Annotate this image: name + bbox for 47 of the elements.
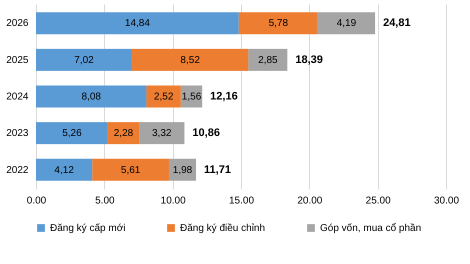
total-label: 10,86 bbox=[192, 127, 220, 140]
bar bbox=[238, 12, 318, 34]
data-label: 5,78 bbox=[268, 18, 288, 30]
data-label: 3,32 bbox=[152, 128, 172, 140]
data-label: 1,98 bbox=[172, 164, 193, 176]
total-label: 12,16 bbox=[210, 90, 238, 102]
y-tick-label: 2023 bbox=[6, 128, 29, 140]
data-label: 4,19 bbox=[336, 18, 357, 30]
y-tick-label: 2026 bbox=[6, 18, 29, 30]
x-tick-label: 25.00 bbox=[366, 196, 392, 206]
bar bbox=[36, 122, 108, 144]
data-label: 2,52 bbox=[154, 92, 174, 102]
x-tick-label: 15.00 bbox=[228, 196, 254, 206]
data-label: 5,26 bbox=[62, 128, 82, 140]
bar bbox=[36, 12, 239, 34]
data-label: 1,56 bbox=[182, 92, 202, 102]
bar bbox=[146, 86, 181, 108]
x-tick-label: 5.00 bbox=[95, 196, 115, 206]
x-tick-label: 10.00 bbox=[160, 196, 186, 206]
total-label: 24,81 bbox=[383, 17, 411, 30]
x-tick-label: 20.00 bbox=[297, 196, 323, 206]
y-tick-label: 2025 bbox=[6, 54, 29, 66]
legend-label: Đăng ký cấp mới bbox=[50, 223, 126, 234]
x-tick-label: 0.00 bbox=[26, 196, 47, 206]
x-tick-label: 30.00 bbox=[434, 196, 460, 206]
y-tick-label: 2024 bbox=[6, 92, 29, 102]
data-label: 2,28 bbox=[114, 128, 134, 140]
bar bbox=[36, 86, 146, 108]
y-tick-label: 2022 bbox=[6, 164, 29, 176]
data-label: 14,84 bbox=[124, 18, 150, 30]
data-label: 5,61 bbox=[120, 164, 141, 176]
data-label: 4,12 bbox=[54, 164, 74, 176]
total-label: 18,39 bbox=[295, 54, 323, 66]
legend-label: Góp vốn, mua cổ phần bbox=[320, 222, 422, 234]
bar bbox=[139, 122, 184, 144]
legend-label: Đăng ký điều chỉnh bbox=[180, 223, 266, 234]
bar bbox=[92, 158, 169, 181]
data-label: 2,85 bbox=[258, 54, 278, 66]
bar bbox=[318, 12, 376, 34]
data-label: 8,08 bbox=[81, 92, 102, 102]
total-label: 11,71 bbox=[204, 164, 231, 176]
data-label: 7,02 bbox=[74, 54, 94, 66]
bar bbox=[132, 48, 248, 71]
bar bbox=[36, 158, 92, 181]
bar bbox=[248, 48, 288, 71]
data-label: 8,52 bbox=[180, 54, 200, 66]
bar bbox=[36, 48, 132, 71]
